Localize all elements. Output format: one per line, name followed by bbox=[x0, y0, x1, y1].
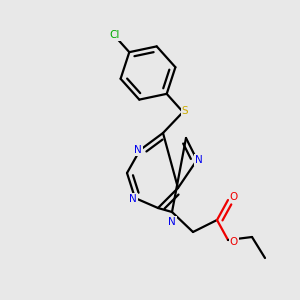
Text: N: N bbox=[195, 155, 203, 165]
Text: N: N bbox=[129, 194, 137, 204]
Text: N: N bbox=[134, 145, 142, 155]
Text: Cl: Cl bbox=[109, 30, 119, 40]
Text: S: S bbox=[182, 106, 188, 116]
Text: N: N bbox=[168, 217, 176, 227]
Text: O: O bbox=[230, 192, 238, 202]
Text: O: O bbox=[230, 237, 238, 247]
